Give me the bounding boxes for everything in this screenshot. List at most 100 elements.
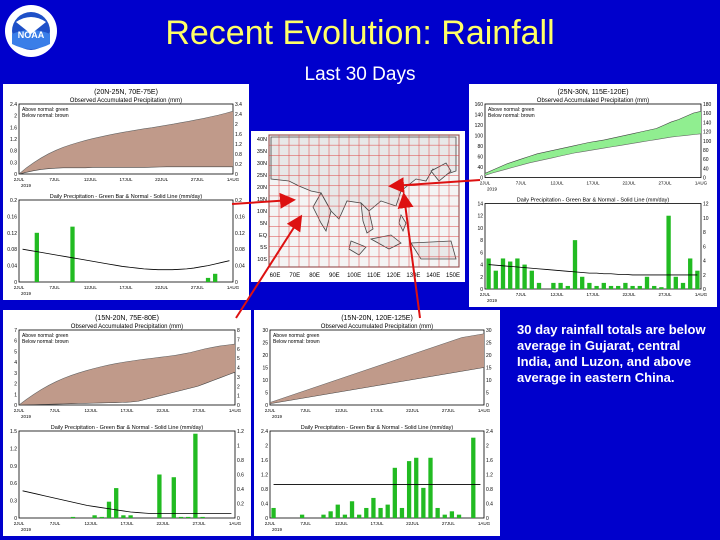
accum-xtick: 17JUL [119,177,133,182]
daily-xtick: 1AUG [695,292,708,297]
map-lat-tick: 25N [257,173,267,179]
daily-ytick-left: 0.6 [10,481,17,487]
accum-ytick-left: 5 [14,349,17,355]
accum-ytick-right: 60 [703,157,709,163]
accum-ytick-right: 80 [703,148,709,154]
daily-title: Daily Precipitation - Green Bar & Normal… [51,425,204,431]
accum-ytick-right: 40 [703,166,709,172]
daily-bar [178,516,184,518]
panel-luzon: (15N-20N, 120E-125E) Observed Accumulated… [254,310,500,536]
accum-ytick-right: 8 [237,328,240,334]
accum-xtick: 2JUL [14,177,25,182]
accum-ytick-left: 2.4 [10,102,17,108]
daily-bar [558,282,563,289]
legend-below: Below normal: brown [273,339,320,345]
accum-xtick: 27JUL [658,181,672,186]
accum-ytick-left: 1.2 [10,137,17,143]
daily-bar [385,504,390,518]
daily-bar [70,516,76,518]
daily-bar [378,507,383,518]
accum-ytick-left: 30 [262,328,268,334]
daily-xtick: 7JUL [49,285,60,290]
daily-xtick: 7JUL [516,292,527,297]
accum-anomaly-area [19,344,235,405]
daily-ytick-right: 0.4 [237,487,244,493]
accum-region-label: (15N-20N, 120E-125E) [341,315,413,322]
daily-bar [205,277,211,282]
panel-gujarat: (20N-25N, 70E-75E) Observed Accumulated P… [3,84,249,300]
daily-bar [193,433,198,518]
daily-bar [551,282,556,289]
daily-bar [616,285,621,289]
accum-chart: (15N-20N, 75E-80E) Observed Accumulated P… [14,315,242,419]
panel-east-china: (25N-30N, 115E-120E) Observed Accumulated… [469,84,717,307]
daily-bar [335,504,340,518]
accum-year: 2019 [272,414,283,419]
daily-normal-line [488,264,698,276]
daily-xtick: 17JUL [120,521,134,526]
accum-ytick-right: 0 [237,403,240,409]
daily-bar [587,282,592,289]
daily-bar [128,515,133,518]
daily-bar [529,270,534,289]
daily-bar [515,258,520,289]
map-lon-tick: 110E [367,273,381,279]
accum-ytick-right: 3 [237,375,240,381]
daily-bar [572,240,578,289]
daily-title: Daily Precipitation - Green Bar & Normal… [50,194,203,200]
map-lon-tick: 100E [347,273,361,279]
accum-year: 2019 [21,414,32,419]
daily-xtick: 27JUL [658,292,672,297]
accum-ytick-left: 10 [262,378,268,384]
accum-anomaly-area [270,333,484,404]
daily-ytick-right: 1.2 [237,429,244,435]
accum-ytick-right: 140 [703,120,712,126]
daily-bar [328,511,333,518]
accum-ytick-left: 100 [475,134,484,140]
daily-bar [659,287,664,289]
daily-ytick-left: 6 [480,250,483,256]
summary-note: 30 day rainfall totals are below average… [517,322,706,385]
accum-ytick-right: 0 [235,172,238,178]
daily-ytick-left: 10 [477,226,483,232]
daily-ytick-left: 12 [477,214,483,220]
daily-ytick-left: 2.4 [261,429,268,435]
daily-ytick-left: 1.2 [10,446,17,452]
accum-xtick: 17JUL [370,408,384,413]
daily-ytick-right: 4 [703,259,706,265]
accum-ytick-right: 5 [486,391,489,397]
accum-ytick-right: 1 [237,394,240,400]
daily-bar [299,514,305,518]
map-lon-tick: 90E [329,273,340,279]
accum-ytick-right: 120 [703,130,712,136]
accum-ytick-right: 1.6 [235,132,242,138]
daily-bar [580,276,585,289]
daily-bar [399,507,405,518]
accum-ytick-right: 5 [237,356,240,362]
daily-xtick: 22JUL [406,521,420,526]
daily-bar [435,507,440,518]
legend-above: Above normal: green [22,333,69,339]
daily-xtick: 2JUL [14,521,25,526]
daily-xtick: 12JUL [84,285,98,290]
daily-ytick-right: 1.6 [486,458,493,464]
map-lat-tick: 15N [257,197,267,203]
daily-xtick: 17JUL [370,521,384,526]
accum-xtick: 17JUL [120,408,134,413]
daily-year: 2019 [21,527,32,532]
accum-xtick: 1AUG [229,408,242,413]
daily-ytick-left: 2 [265,444,268,450]
daily-chart: Daily Precipitation - Green Bar & Normal… [261,425,493,532]
map-lon-tick: 70E [289,273,300,279]
daily-year: 2019 [21,291,32,296]
accum-ytick-right: 2 [237,384,240,390]
daily-bar [565,285,570,289]
daily-bar [392,467,397,518]
accum-anomaly-area [485,111,701,176]
daily-ytick-left: 0.9 [10,464,17,470]
daily-ytick-left: 0 [14,280,17,286]
daily-bar [421,487,426,518]
daily-bar [500,258,506,289]
accum-ytick-right: 0 [703,176,706,182]
daily-chart: Daily Precipitation - Green Bar & Normal… [7,194,245,296]
